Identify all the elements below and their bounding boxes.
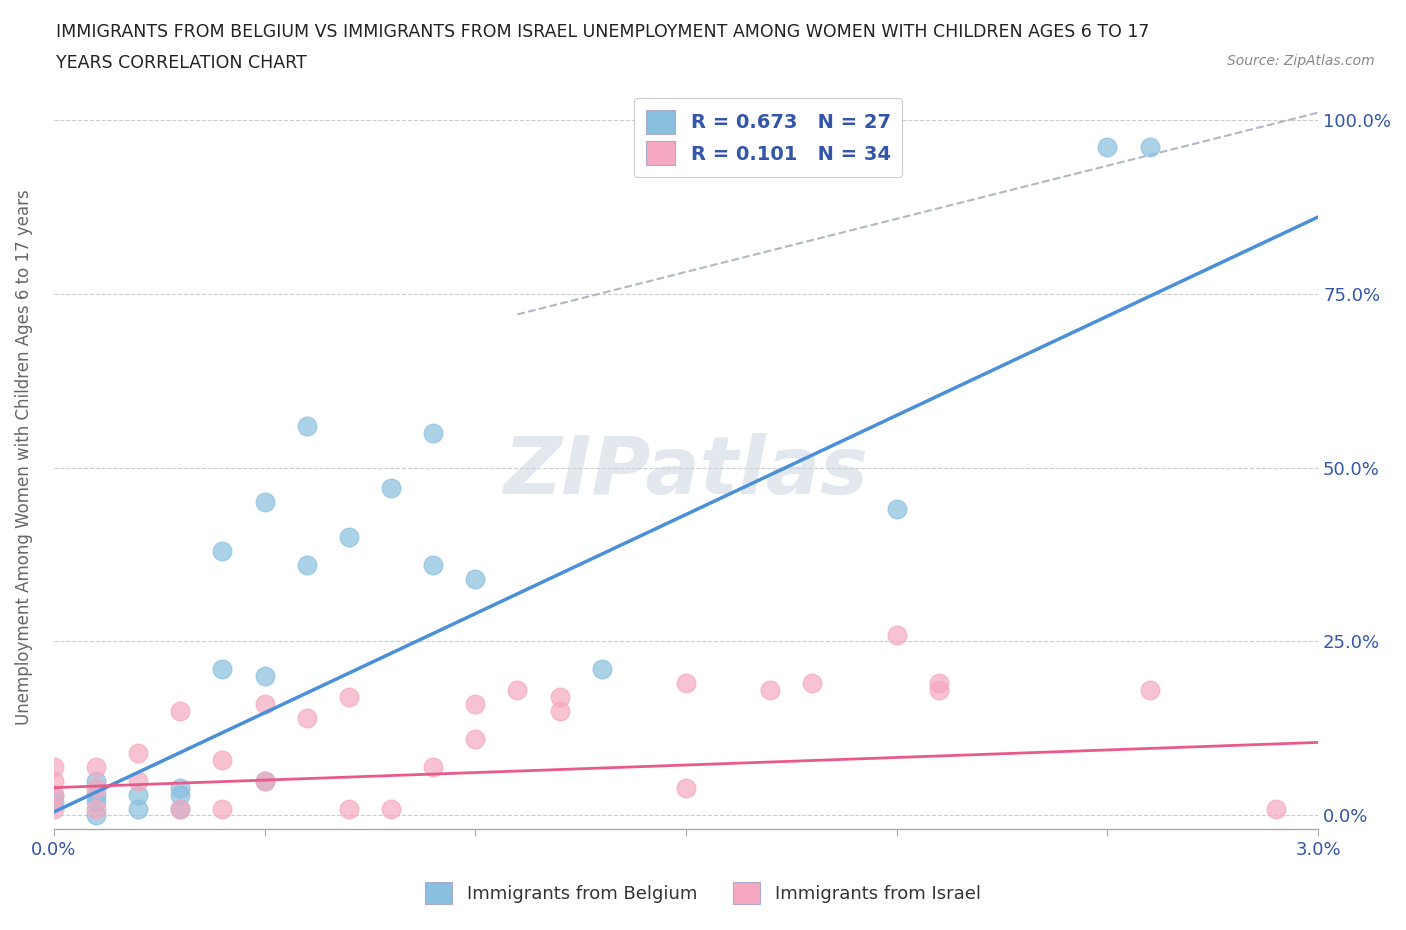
Text: IMMIGRANTS FROM BELGIUM VS IMMIGRANTS FROM ISRAEL UNEMPLOYMENT AMONG WOMEN WITH : IMMIGRANTS FROM BELGIUM VS IMMIGRANTS FR… bbox=[56, 23, 1150, 41]
Point bbox=[253, 773, 276, 788]
Point bbox=[506, 683, 529, 698]
Point bbox=[169, 780, 191, 795]
Point bbox=[211, 752, 233, 767]
Point bbox=[127, 787, 149, 802]
Point bbox=[1139, 140, 1161, 154]
Point bbox=[127, 773, 149, 788]
Point bbox=[675, 676, 697, 691]
Point bbox=[42, 773, 65, 788]
Point bbox=[84, 759, 107, 774]
Point bbox=[548, 704, 571, 719]
Point bbox=[675, 780, 697, 795]
Point bbox=[295, 557, 318, 572]
Text: ZIPatlas: ZIPatlas bbox=[503, 433, 869, 511]
Point bbox=[464, 697, 486, 711]
Point bbox=[211, 543, 233, 558]
Point bbox=[422, 759, 444, 774]
Point bbox=[42, 787, 65, 802]
Legend: Immigrants from Belgium, Immigrants from Israel: Immigrants from Belgium, Immigrants from… bbox=[418, 875, 988, 911]
Y-axis label: Unemployment Among Women with Children Ages 6 to 17 years: Unemployment Among Women with Children A… bbox=[15, 189, 32, 725]
Point bbox=[1139, 683, 1161, 698]
Point bbox=[42, 801, 65, 816]
Point bbox=[591, 662, 613, 677]
Point bbox=[380, 801, 402, 816]
Point bbox=[801, 676, 824, 691]
Point bbox=[211, 662, 233, 677]
Text: Source: ZipAtlas.com: Source: ZipAtlas.com bbox=[1227, 54, 1375, 68]
Point bbox=[253, 669, 276, 684]
Point bbox=[337, 801, 360, 816]
Text: YEARS CORRELATION CHART: YEARS CORRELATION CHART bbox=[56, 54, 307, 72]
Point bbox=[337, 530, 360, 545]
Legend: R = 0.673   N = 27, R = 0.101   N = 34: R = 0.673 N = 27, R = 0.101 N = 34 bbox=[634, 99, 903, 177]
Point bbox=[337, 690, 360, 705]
Point bbox=[422, 425, 444, 440]
Point bbox=[1265, 801, 1288, 816]
Point bbox=[253, 495, 276, 510]
Point bbox=[548, 690, 571, 705]
Point bbox=[127, 746, 149, 761]
Point bbox=[928, 676, 950, 691]
Point bbox=[464, 571, 486, 586]
Point bbox=[464, 732, 486, 747]
Point bbox=[84, 801, 107, 816]
Point bbox=[84, 787, 107, 802]
Point bbox=[295, 711, 318, 725]
Point bbox=[169, 704, 191, 719]
Point bbox=[886, 502, 908, 517]
Point bbox=[127, 801, 149, 816]
Point bbox=[84, 773, 107, 788]
Point bbox=[84, 808, 107, 823]
Point bbox=[380, 481, 402, 496]
Point bbox=[169, 787, 191, 802]
Point bbox=[42, 794, 65, 809]
Point bbox=[253, 773, 276, 788]
Point bbox=[253, 697, 276, 711]
Point bbox=[169, 801, 191, 816]
Point bbox=[1097, 140, 1119, 154]
Point bbox=[886, 627, 908, 642]
Point bbox=[84, 780, 107, 795]
Point bbox=[295, 418, 318, 433]
Point bbox=[169, 801, 191, 816]
Point bbox=[422, 557, 444, 572]
Point bbox=[211, 801, 233, 816]
Point bbox=[42, 759, 65, 774]
Point bbox=[759, 683, 782, 698]
Point bbox=[42, 787, 65, 802]
Point bbox=[84, 794, 107, 809]
Point bbox=[928, 683, 950, 698]
